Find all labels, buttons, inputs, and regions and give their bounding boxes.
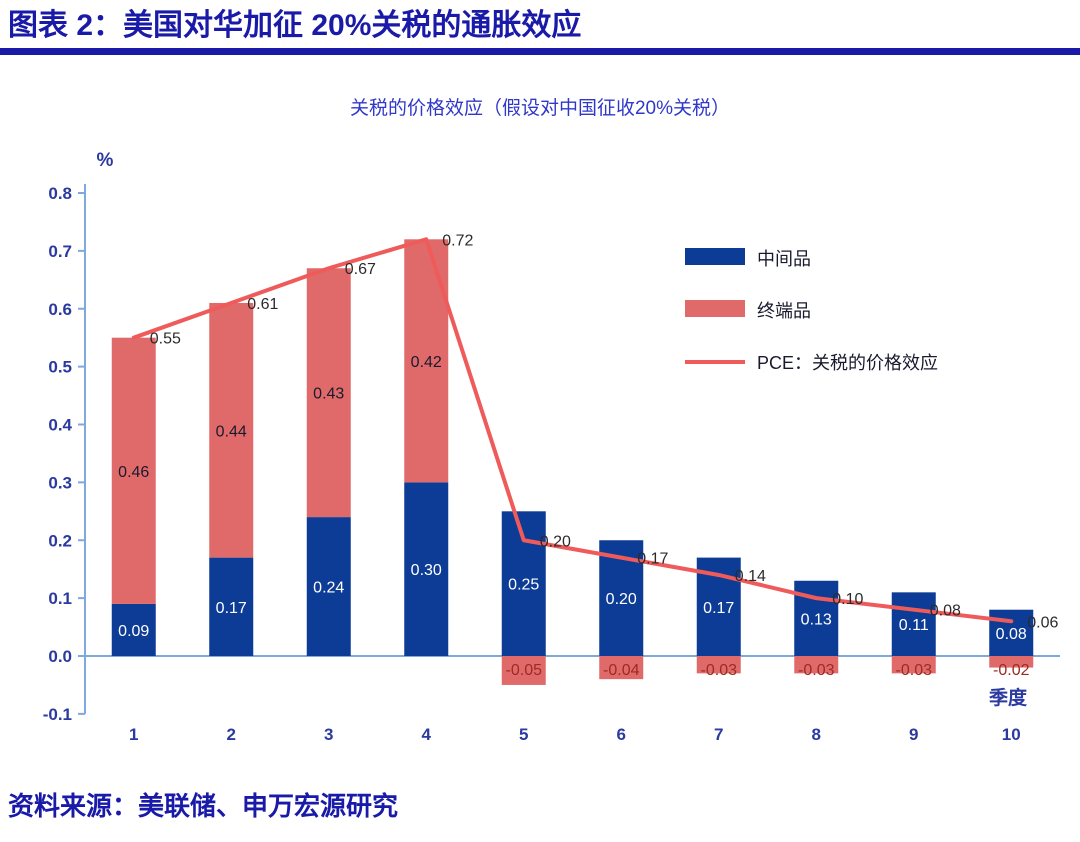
y-axis-unit: %	[97, 150, 114, 171]
bar-label-intermediate: 0.17	[703, 600, 734, 617]
bar-final	[696, 656, 741, 674]
y-tick-label: 0.8	[48, 184, 72, 203]
bar-final	[306, 268, 351, 518]
source-note: 资料来源：美联储、申万宏源研究	[8, 791, 399, 821]
line-label: 0.10	[832, 591, 863, 608]
line-label: 0.72	[442, 232, 473, 249]
x-tick-label: 3	[324, 725, 333, 744]
bar-final	[989, 656, 1034, 668]
bar-intermediate	[989, 609, 1034, 656]
title-underline	[0, 48, 1080, 55]
bar-label-final: 0.44	[216, 423, 247, 440]
y-tick-label: 0.4	[48, 416, 72, 435]
line-label: 0.14	[735, 568, 766, 585]
legend-swatch-final	[685, 300, 745, 317]
line-label: 0.55	[150, 331, 181, 348]
bar-final	[209, 302, 254, 558]
y-tick-label: -0.1	[43, 705, 72, 724]
bar-intermediate	[891, 592, 936, 656]
bar-label-final: 0.42	[411, 354, 442, 371]
y-tick-label: 0.2	[48, 531, 72, 550]
bar-label-intermediate: 0.25	[508, 577, 539, 594]
legend-label-pce: PCE：关税的价格效应	[757, 353, 938, 373]
bar-label-final: -0.02	[993, 662, 1030, 679]
bar-intermediate	[404, 482, 449, 656]
legend-label-final: 终端品	[757, 301, 811, 321]
x-tick-label: 10	[1002, 725, 1021, 744]
x-tick-label: 2	[227, 725, 236, 744]
y-tick-label: 0.5	[48, 358, 72, 377]
legend-label-intermediate: 中间品	[757, 249, 811, 269]
legend-swatch-intermediate	[685, 248, 745, 265]
line-label: 0.67	[345, 261, 376, 278]
y-tick-label: 0.3	[48, 473, 72, 492]
bar-final	[599, 656, 644, 680]
x-tick-label: 7	[714, 725, 723, 744]
bar-label-intermediate: 0.09	[118, 623, 149, 640]
bar-label-final: 0.46	[118, 464, 149, 481]
bar-label-intermediate: 0.17	[216, 600, 247, 617]
bar-label-intermediate: 0.20	[606, 591, 637, 608]
chart-canvas: 0.8 0.7 0.6 0.5 0.4 0.3 0.2 0.1 0.0 -0.1% 1 2 3 4 5 6 7 8…	[43, 150, 1060, 744]
x-tick-label: 5	[519, 725, 528, 744]
x-tick-label: 6	[617, 725, 626, 744]
x-axis-title: 季度	[989, 686, 1028, 709]
bar-label-final: -0.05	[506, 662, 543, 679]
pce-line	[131, 237, 1014, 624]
bar-final	[111, 337, 156, 604]
bar-label-final: -0.03	[701, 662, 738, 679]
x-tick-label: 4	[422, 725, 432, 744]
bar-label-intermediate: 0.30	[411, 562, 442, 579]
report-figure: 图表 2：美国对华加征 20%关税的通胀效应 关税的价格效应（假设对中国征收20…	[0, 0, 1080, 821]
bar-label-intermediate: 0.13	[801, 611, 832, 628]
bar-label-final: 0.43	[313, 386, 344, 403]
bar-final	[501, 656, 546, 685]
bar-label-intermediate: 0.24	[313, 580, 344, 597]
bar-intermediate	[209, 557, 254, 656]
bar-final	[794, 656, 839, 674]
bars-layer: 0.09 0.46 0.17 0.44 0.24 0.43 0.30 0.42 0.25 -0.0…	[111, 239, 1034, 685]
line-label: 0.61	[247, 296, 278, 313]
y-tick-label: 0.1	[48, 589, 72, 608]
chart-title: 关税的价格效应（假设对中国征收20%关税）	[349, 98, 731, 119]
line-label: 0.20	[540, 533, 571, 550]
figure-title: 图表 2：美国对华加征 20%关税的通胀效应	[8, 9, 582, 42]
line-label: 0.06	[1027, 614, 1058, 631]
x-tick-label: 8	[812, 725, 821, 744]
bar-intermediate	[111, 603, 156, 656]
bar-label-final: -0.04	[603, 662, 640, 679]
line-label: 0.17	[637, 551, 668, 568]
bar-final	[891, 656, 936, 674]
figure-header: 图表 2：美国对华加征 20%关税的通胀效应	[0, 0, 1080, 48]
bar-label-intermediate: 0.08	[996, 626, 1027, 643]
y-tick-label: 0.0	[48, 647, 72, 666]
line-label: 0.08	[930, 603, 961, 620]
bar-label-final: -0.03	[798, 662, 835, 679]
x-tick-label: 1	[129, 725, 138, 744]
x-tick-label: 9	[909, 725, 918, 744]
bar-label-intermediate: 0.11	[899, 617, 929, 634]
bar-intermediate	[306, 517, 351, 656]
bar-label-final: -0.03	[896, 662, 933, 679]
y-tick-label: 0.7	[48, 242, 72, 261]
y-tick-label: 0.6	[48, 300, 72, 319]
